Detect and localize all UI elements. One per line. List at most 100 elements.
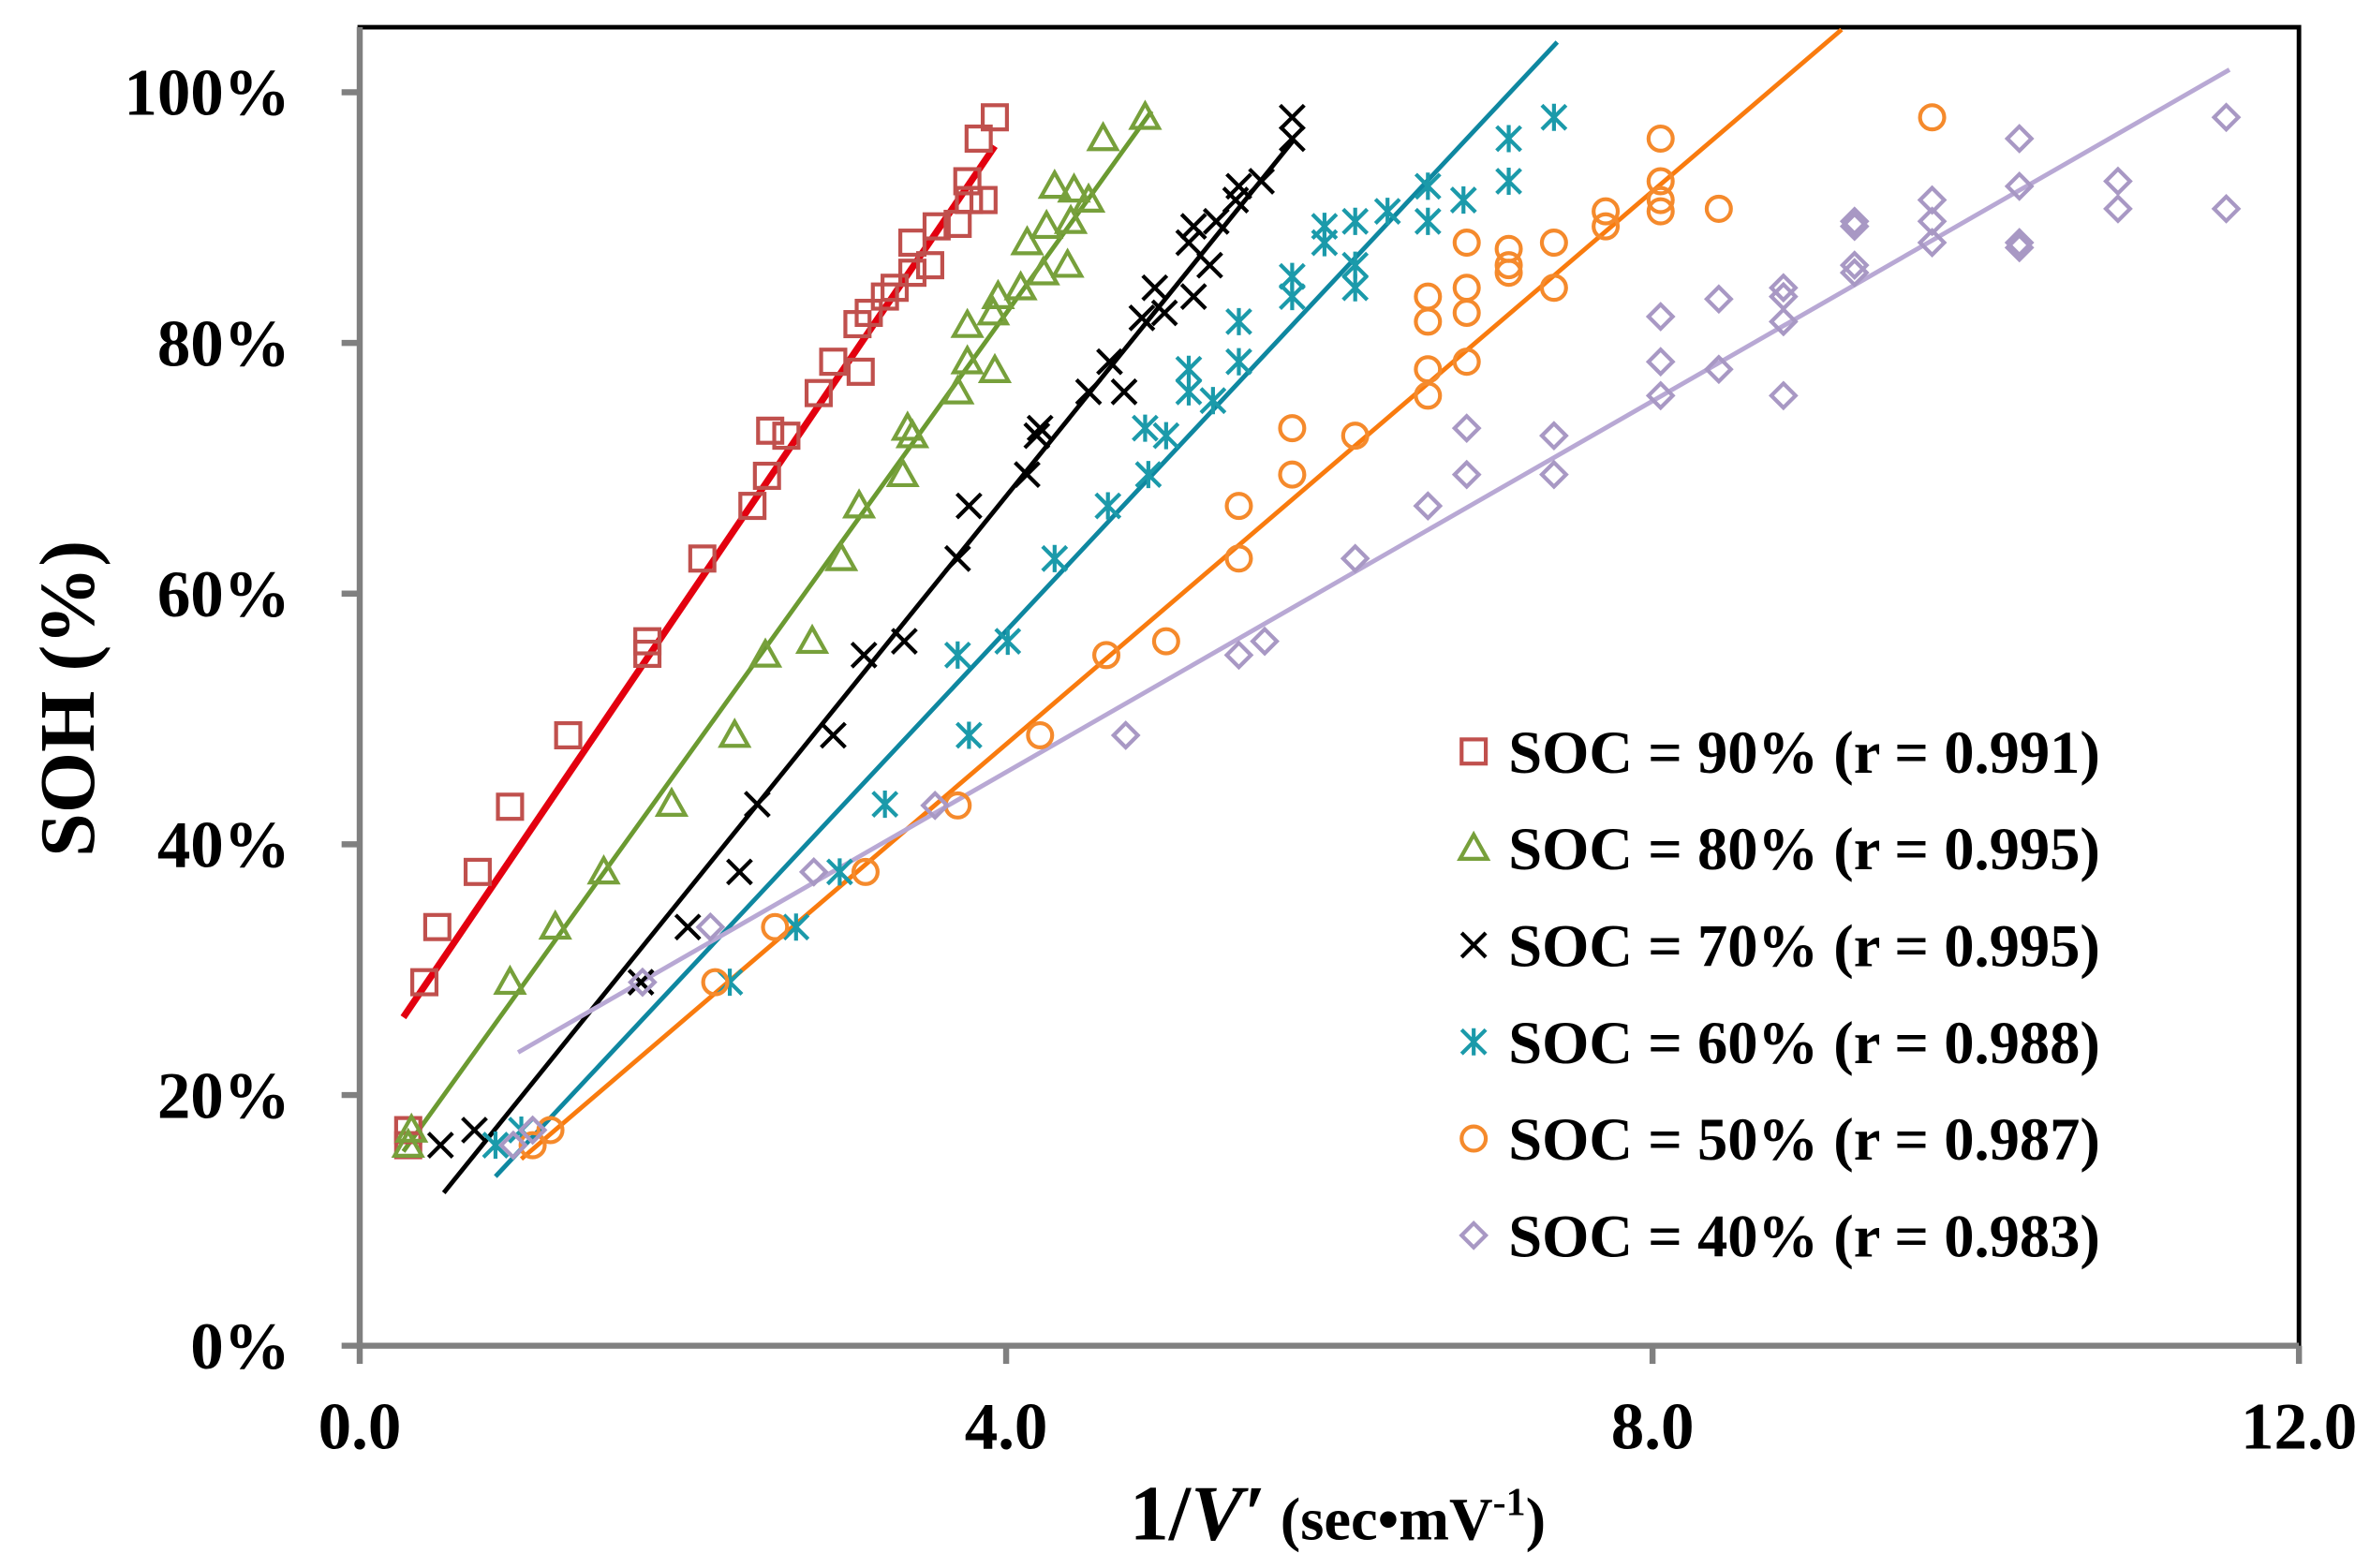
data-point (1540, 103, 1568, 131)
data-point (761, 912, 790, 941)
data-point (1495, 167, 1522, 196)
data-point (1110, 377, 1138, 406)
legend-marker-icon (1459, 1028, 1488, 1056)
data-point (633, 627, 662, 656)
data-point (1223, 640, 1254, 671)
data-point (1224, 492, 1253, 521)
data-point (726, 858, 753, 886)
data-point (950, 344, 985, 375)
data-point (1132, 414, 1159, 442)
data-point (422, 912, 452, 941)
data-point (1151, 627, 1180, 656)
data-point (1225, 348, 1252, 376)
data-point (890, 628, 918, 656)
series-circle (518, 103, 1947, 1160)
data-points (391, 99, 2242, 1161)
data-point (1224, 544, 1253, 573)
data-point (1539, 274, 1568, 303)
data-point (517, 1115, 548, 1146)
data-point (1340, 543, 1370, 574)
fit-line (516, 67, 2231, 1055)
data-point (953, 167, 982, 196)
data-point (920, 791, 951, 821)
data-point (1057, 172, 1091, 203)
data-point (463, 857, 492, 886)
data-point (2103, 166, 2133, 197)
data-point (1094, 492, 1122, 520)
data-point (536, 1116, 565, 1145)
data-point (1179, 283, 1207, 311)
series-triangle (391, 99, 1163, 1158)
data-point (782, 913, 810, 941)
data-point (1279, 283, 1306, 311)
data-point (554, 720, 583, 749)
data-point (994, 628, 1022, 656)
data-point (1703, 284, 1734, 315)
data-point (1250, 626, 1280, 657)
legend-label: SOC = 50% (r = 0.987) (1508, 1105, 2100, 1174)
legend-label: SOC = 80% (r = 0.995) (1508, 815, 2100, 883)
data-point (752, 461, 781, 490)
data-point (1452, 348, 1481, 377)
data-point (1768, 306, 1799, 337)
data-point (1451, 459, 1482, 490)
data-point (881, 274, 910, 303)
data-point (825, 858, 853, 886)
data-point (772, 422, 801, 451)
legend-marker-icon (1457, 830, 1491, 862)
data-point (1703, 354, 1734, 385)
y-tick-label: 80% (157, 307, 290, 380)
data-point (2004, 228, 2035, 258)
x-axis-title: 1/V′ (sec•mV-1) (1130, 1470, 1546, 1557)
data-point (1414, 355, 1443, 384)
data-point (898, 229, 927, 258)
data-point (1092, 641, 1121, 670)
fit-line (441, 138, 1296, 1194)
y-tick-label: 100% (124, 57, 289, 130)
data-point (461, 1117, 488, 1144)
data-point (1495, 125, 1522, 153)
data-point (1494, 251, 1523, 280)
data-point (955, 721, 983, 749)
data-point (391, 1127, 425, 1158)
legend-label: SOC = 70% (r = 0.995) (1508, 912, 2100, 981)
data-point (1175, 229, 1203, 257)
data-point (1179, 213, 1207, 241)
data-point (718, 717, 752, 748)
data-point (819, 348, 848, 377)
data-point (2004, 170, 2035, 201)
data-point (981, 278, 1015, 310)
data-point (1704, 194, 1733, 223)
data-point (2004, 232, 2035, 263)
data-point (1539, 229, 1568, 258)
data-point (1494, 234, 1523, 263)
legend-label: SOC = 90% (r = 0.991) (1508, 718, 2100, 787)
legend-marker-icon (1459, 1124, 1489, 1153)
data-point (674, 913, 702, 941)
data-point (1646, 167, 1675, 196)
data-point (498, 1130, 528, 1161)
data-point (870, 282, 899, 311)
data-point (1452, 229, 1481, 258)
data-point (738, 492, 767, 521)
data-point (895, 418, 930, 449)
data-point (695, 911, 726, 942)
data-point (1768, 380, 1799, 411)
data-point (955, 492, 983, 520)
data-point (1645, 302, 1676, 332)
y-tick-label: 20% (157, 1059, 290, 1132)
data-point (1023, 422, 1051, 450)
data-point (2004, 124, 2035, 154)
data-point (943, 641, 971, 669)
data-point (1373, 198, 1401, 226)
data-point (823, 540, 859, 571)
data-point (1279, 125, 1306, 153)
data-point (744, 791, 771, 818)
data-point (518, 1131, 547, 1160)
data-point (804, 378, 833, 407)
data-point (1010, 225, 1044, 256)
x-tick-label: 12.0 (2241, 1390, 2357, 1463)
data-point (1414, 172, 1442, 200)
data-point (1225, 307, 1252, 335)
data-point (481, 1132, 510, 1160)
